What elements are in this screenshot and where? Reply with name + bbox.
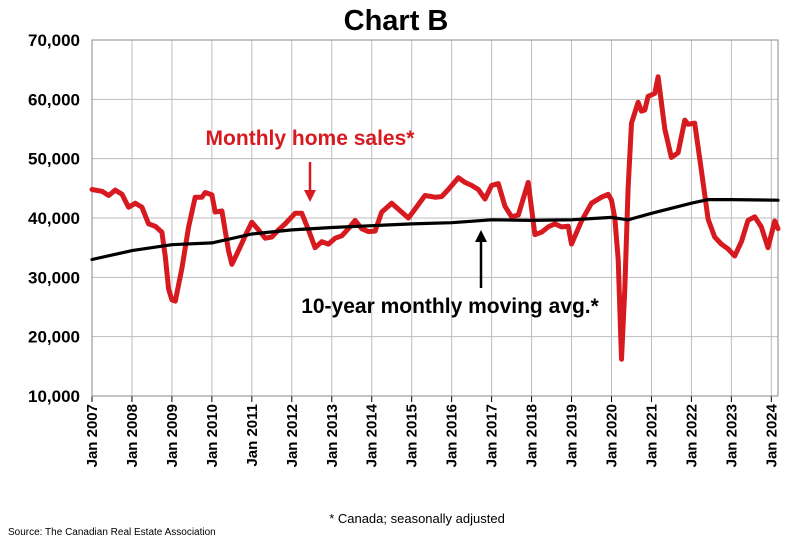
y-tick-label: 50,000 [28, 150, 80, 169]
x-tick-label: Jan 2021 [643, 404, 660, 467]
sales-annotation-arrow [304, 162, 316, 202]
y-axis-ticks: 10,000 20,000 30,000 40,000 50,000 60,000 70,0… [28, 31, 80, 406]
x-axis-ticks: Jan 2007 Jan 2008 Jan 2009 Jan 2010 Jan 2011… [84, 403, 780, 467]
x-tick-label: Jan 2019 [564, 404, 581, 467]
sales-annotation: Monthly home sales* [206, 127, 416, 150]
y-tick-label: 60,000 [28, 90, 80, 109]
y-tick-label: 70,000 [28, 31, 80, 50]
series-lines [89, 74, 781, 362]
x-tick-label: Jan 2022 [683, 404, 700, 467]
x-tick-label: Jan 2014 [364, 403, 381, 467]
x-tick-label: Jan 2009 [164, 404, 181, 467]
monthly-sales-line [89, 74, 781, 362]
footnote: * Canada; seasonally adjusted [329, 511, 505, 526]
x-tick-label: Jan 2024 [763, 403, 780, 467]
avg-annotation-arrow [475, 230, 487, 288]
x-tick-label: Jan 2015 [404, 404, 421, 467]
x-tick-label: Jan 2016 [444, 404, 461, 467]
x-tick-label: Jan 2013 [324, 404, 341, 467]
x-tick-label: Jan 2010 [204, 404, 221, 467]
source-note: Source: The Canadian Real Estate Associa… [8, 527, 216, 538]
x-tick-label: Jan 2011 [244, 404, 261, 467]
x-tick-label: Jan 2012 [284, 404, 301, 467]
x-tick-label: Jan 2020 [603, 404, 620, 467]
moving-average-line [90, 198, 780, 262]
y-tick-label: 40,000 [28, 209, 80, 228]
chart-title: Chart B [344, 5, 449, 37]
gridlines [91, 39, 779, 402]
x-tick-label: Jan 2007 [84, 404, 101, 467]
y-tick-label: 30,000 [28, 268, 80, 287]
x-tick-label: Jan 2008 [124, 404, 141, 467]
x-tick-label: Jan 2017 [484, 404, 501, 467]
x-tick-label: Jan 2023 [723, 404, 740, 467]
plot-frame [91, 39, 779, 397]
y-tick-label: 20,000 [28, 328, 80, 347]
avg-annotation: 10-year monthly moving avg.* [301, 295, 599, 318]
y-tick-label: 10,000 [28, 387, 80, 406]
x-tick-label: Jan 2018 [524, 404, 541, 467]
